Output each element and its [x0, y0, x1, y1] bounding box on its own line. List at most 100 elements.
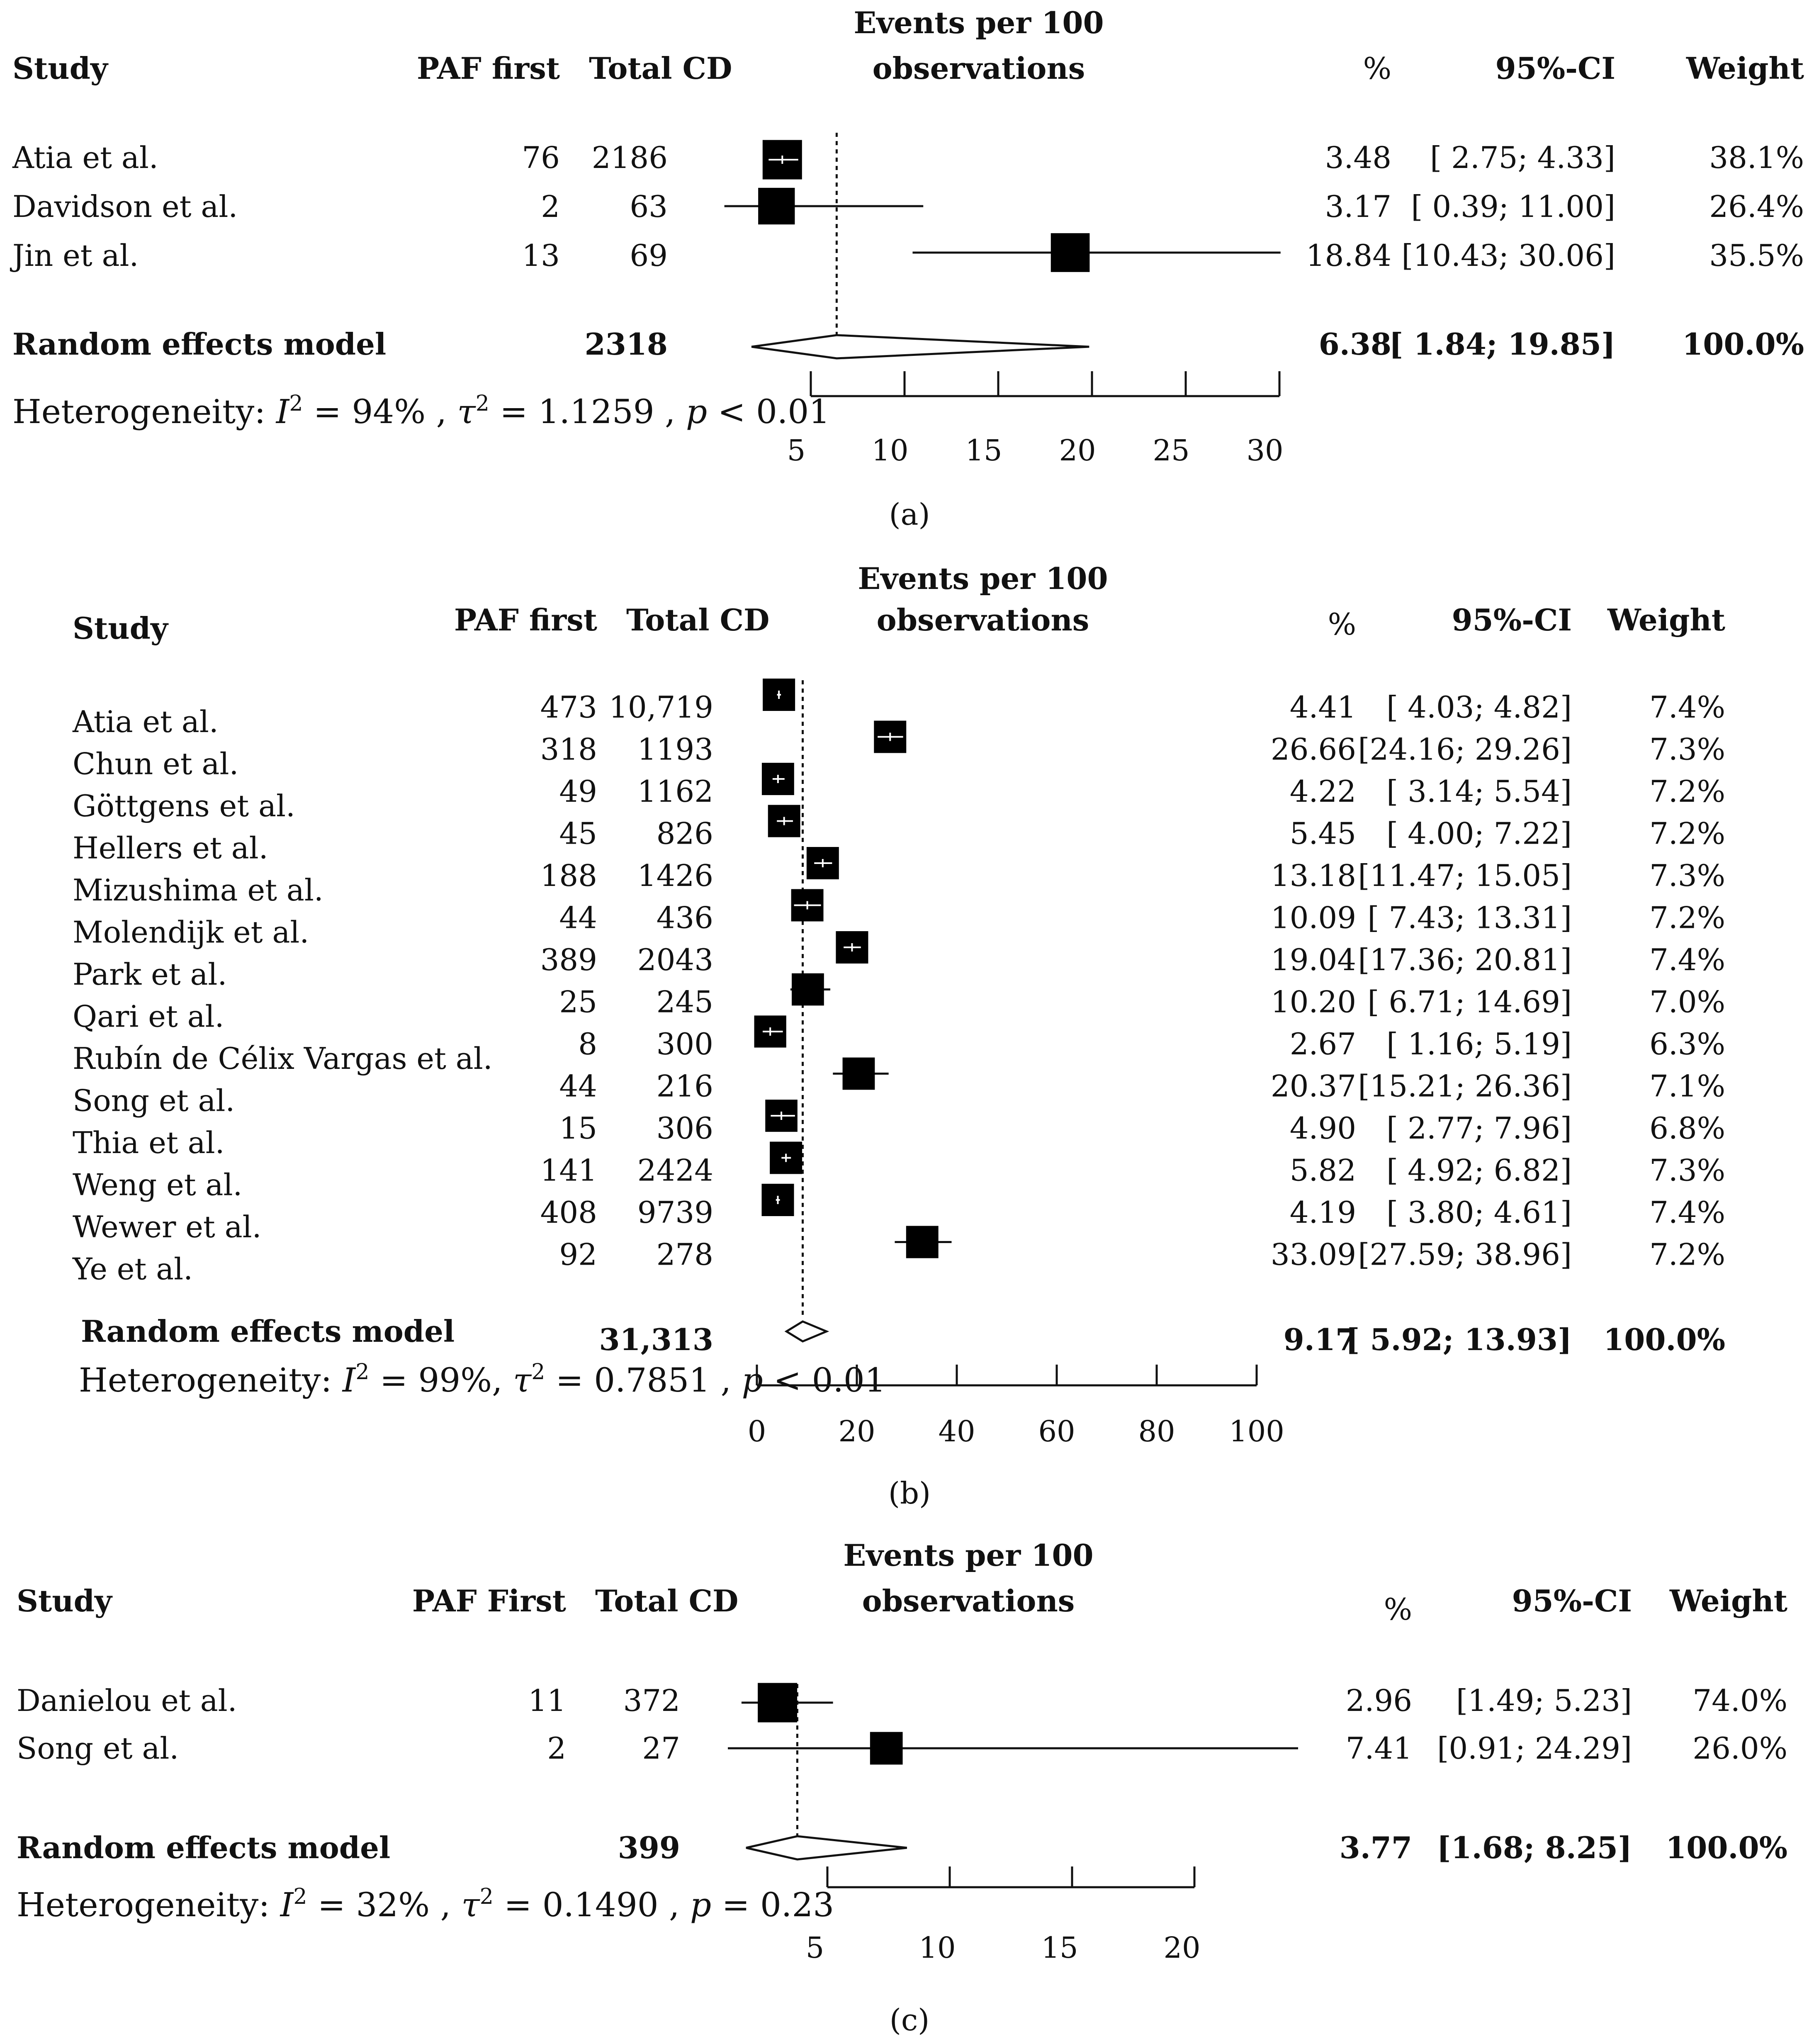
study-weight-box [792, 973, 824, 1006]
study-name: Jin et al. [10, 238, 139, 273]
header-study: Study [17, 1583, 113, 1618]
study-ci: [11.47; 15.05] [1358, 858, 1572, 893]
study-paf-first: 2 [541, 189, 560, 224]
header-total-cd: Total CD [589, 51, 732, 86]
summary-weight: 100.0% [1666, 1830, 1787, 1865]
study-paf-first: 76 [522, 140, 560, 175]
study-ci: [0.91; 24.29] [1437, 1731, 1632, 1766]
study-weight: 7.0% [1649, 985, 1725, 1020]
study-total-cd: 69 [630, 238, 668, 273]
study-weight: 7.4% [1649, 690, 1725, 725]
study-estimate: 26.66 [1271, 732, 1356, 767]
study-ci: [1.49; 5.23] [1456, 1683, 1632, 1718]
study-paf-first: 408 [540, 1195, 597, 1230]
study-ci: [ 4.03; 4.82] [1386, 690, 1572, 725]
study-total-cd: 278 [657, 1237, 713, 1272]
study-weight: 26.0% [1693, 1731, 1787, 1766]
summary-ci: [1.68; 8.25] [1437, 1830, 1632, 1865]
study-name: Weng et al. [73, 1168, 242, 1202]
study-ci: [ 6.71; 14.69] [1367, 985, 1572, 1020]
study-name: Mizushima et al. [73, 873, 323, 908]
study-ci: [ 3.80; 4.61] [1386, 1195, 1572, 1230]
study-weight: 6.8% [1649, 1111, 1725, 1146]
study-paf-first: 92 [559, 1237, 597, 1272]
x-axis-tick-label: 60 [1038, 1414, 1075, 1448]
x-axis-tick-label: 20 [1163, 1931, 1200, 1965]
study-weight: 7.2% [1649, 774, 1725, 809]
study-weight-box [758, 187, 795, 225]
header-total-cd: Total CD [595, 1583, 738, 1618]
study-paf-first: 44 [559, 1069, 597, 1104]
heterogeneity-text: Heterogeneity: I2 = 99%, τ2 = 0.7851 , p… [79, 1360, 886, 1399]
study-weight: 6.3% [1649, 1027, 1725, 1061]
x-axis-tick-label: 40 [938, 1414, 975, 1448]
study-total-cd: 2424 [637, 1153, 713, 1188]
study-paf-first: 2 [547, 1731, 566, 1766]
header-plot-title-line2: observations [877, 602, 1089, 638]
x-axis-tick-label: 10 [871, 433, 908, 467]
study-ci: [27.59; 38.96] [1358, 1237, 1572, 1272]
study-weight: 7.4% [1649, 942, 1725, 977]
study-total-cd: 10,719 [609, 690, 713, 725]
study-paf-first: 25 [559, 985, 597, 1020]
x-axis-tick-label: 25 [1153, 433, 1189, 467]
study-total-cd: 1162 [637, 774, 713, 809]
study-total-cd: 63 [630, 189, 668, 224]
x-axis-tick-label: 20 [838, 1414, 875, 1448]
study-name: Hellers et al. [73, 831, 268, 866]
study-paf-first: 45 [559, 816, 597, 851]
study-ci: [ 0.39; 11.00] [1411, 189, 1615, 224]
study-weight-box [842, 1057, 875, 1090]
study-total-cd: 1193 [637, 732, 713, 767]
study-weight-box [870, 1732, 903, 1765]
forest-panel-1: Study PAF first Total CD Events per 100 obse… [10, 5, 1804, 532]
study-name: Atia et al. [12, 140, 158, 175]
panel-caption: (b) [888, 1476, 931, 1511]
study-ci: [24.16; 29.26] [1358, 732, 1572, 767]
study-estimate: 3.48 [1325, 140, 1391, 175]
x-axis-tick-label: 5 [806, 1931, 824, 1965]
study-estimate: 10.20 [1271, 985, 1356, 1020]
header-paf-first: PAF first [454, 602, 597, 638]
study-total-cd: 372 [623, 1683, 680, 1718]
study-estimate: 4.41 [1290, 690, 1356, 725]
study-name: Danielou et al. [17, 1683, 237, 1718]
summary-total: 2318 [585, 326, 668, 362]
study-estimate: 3.17 [1325, 189, 1391, 224]
forest-panel-3: Study PAF First Total CD Events per 100 obse… [17, 1538, 1787, 2037]
study-total-cd: 216 [657, 1069, 713, 1104]
study-name: Göttgens et al. [73, 788, 295, 823]
summary-total: 399 [618, 1830, 680, 1865]
study-ci: [ 4.92; 6.82] [1386, 1153, 1572, 1188]
study-ci: [17.36; 20.81] [1358, 942, 1572, 977]
study-ci: [ 4.00; 7.22] [1386, 816, 1572, 851]
header-study: Study [73, 611, 169, 646]
x-axis-tick-label: 15 [1041, 1931, 1078, 1965]
study-estimate: 5.45 [1290, 816, 1356, 851]
study-paf-first: 49 [559, 774, 597, 809]
header-paf-first: PAF first [417, 51, 560, 86]
x-axis-tick-label: 30 [1246, 433, 1283, 467]
study-total-cd: 9739 [637, 1195, 713, 1230]
study-weight: 7.3% [1649, 1153, 1725, 1188]
x-axis-tick-label: 5 [787, 433, 806, 467]
header-percent: % [1328, 607, 1356, 642]
header-plot-title-line2: observations [862, 1583, 1075, 1618]
study-estimate: 13.18 [1271, 858, 1356, 893]
study-weight: 26.4% [1709, 189, 1804, 224]
study-name: Song et al. [73, 1083, 235, 1118]
study-ci: [ 2.77; 7.96] [1386, 1111, 1572, 1146]
study-total-cd: 2186 [592, 140, 668, 175]
study-name: Ye et al. [72, 1252, 193, 1287]
study-ci: [ 2.75; 4.33] [1430, 140, 1615, 175]
summary-ci: [ 1.84; 19.85] [1389, 326, 1615, 362]
heterogeneity-text: Heterogeneity: I2 = 94% , τ2 = 1.1259 , … [12, 391, 830, 431]
study-total-cd: 436 [657, 900, 713, 935]
header-paf-first: PAF First [412, 1583, 566, 1618]
study-weight: 7.3% [1649, 732, 1725, 767]
study-paf-first: 8 [578, 1027, 597, 1061]
summary-total: 31,313 [599, 1322, 713, 1357]
x-axis-tick-label: 15 [965, 433, 1002, 467]
x-axis-tick-label: 0 [748, 1414, 766, 1448]
